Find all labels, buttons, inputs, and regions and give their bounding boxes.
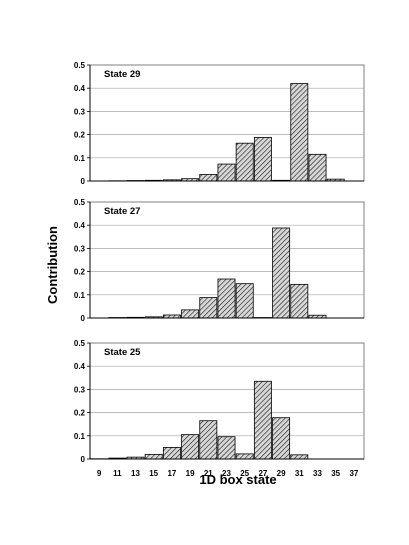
x-tick-label: 13 (131, 469, 140, 478)
bar-state-21 (199, 297, 218, 319)
panel-1: 0 0.1 0.2 0.3 0.4 0.5 State 29 (74, 61, 365, 186)
y-tick-label: 0.4 (74, 362, 86, 371)
x-tick-label: 9 (97, 469, 102, 478)
bar-state-31 (290, 83, 309, 182)
y-tick-label: 0.3 (74, 385, 86, 394)
panel-title: State 29 (104, 69, 140, 80)
panel-2: 0 0.1 0.2 0.3 0.4 0.5 State 27 (74, 198, 365, 323)
panel-title: State 25 (104, 347, 141, 358)
bar-state-21 (199, 420, 218, 460)
bar-state-23 (217, 436, 236, 460)
x-tick-label: 29 (277, 469, 286, 478)
y-tick-label: 0.1 (74, 154, 86, 163)
y-tick-label: 0.2 (74, 409, 86, 418)
y-tick-label: 0 (81, 455, 86, 464)
y-tick-label: 0.5 (74, 198, 86, 207)
y-tick-label: 0 (81, 314, 86, 323)
bar-state-23 (217, 163, 236, 182)
y-tick-label: 0.3 (74, 244, 86, 253)
x-tick-label: 15 (149, 469, 158, 478)
x-tick-label: 33 (313, 469, 322, 478)
panel-3: 0 0.1 0.2 0.3 0.4 0.5 State 25 (74, 339, 365, 464)
bar-state-23 (217, 278, 236, 319)
y-tick-label: 0.1 (74, 432, 86, 441)
bar-state-19 (181, 309, 200, 319)
bar-state-25 (235, 283, 254, 319)
y-tick-label: 0.2 (74, 268, 86, 277)
x-tick-label: 17 (167, 469, 176, 478)
y-tick-label: 0.5 (74, 339, 86, 348)
y-tick-label: 0.5 (74, 61, 86, 70)
panel-title: State 27 (104, 206, 140, 217)
bar-state-21 (199, 174, 218, 182)
y-tick-label: 0.1 (74, 291, 86, 300)
x-tick-label: 21 (204, 469, 213, 478)
x-tick-label: 31 (295, 469, 304, 478)
bar-state-31 (290, 454, 309, 460)
y-tick-label: 0.4 (74, 221, 86, 230)
x-tick-label: 27 (258, 469, 267, 478)
y-tick-label: 0.3 (74, 107, 86, 116)
y-tick-label: 0 (81, 177, 86, 186)
x-tick-label: 35 (331, 469, 340, 478)
bar-state-33 (308, 153, 327, 182)
bar-state-27 (253, 380, 272, 460)
bar-state-17 (162, 446, 181, 460)
bar-state-31 (290, 283, 309, 319)
x-tick-label: 19 (186, 469, 195, 478)
x-tick-label: 11 (113, 469, 122, 478)
x-axis-label: 1D box state (199, 472, 276, 487)
bar-state-15 (144, 453, 163, 460)
bar-state-27 (253, 136, 272, 182)
bar-state-29 (272, 227, 291, 319)
y-axis-label: Contribution (45, 226, 60, 304)
x-tick-label: 37 (349, 469, 358, 478)
y-tick-label: 0.2 (74, 131, 86, 140)
x-tick-label: 25 (240, 469, 249, 478)
y-tick-label: 0.4 (74, 84, 86, 93)
bar-state-19 (181, 434, 200, 460)
bar-state-25 (235, 453, 254, 460)
bar-state-29 (272, 417, 291, 460)
bar-state-25 (235, 142, 254, 182)
x-tick-label: 23 (222, 469, 231, 478)
